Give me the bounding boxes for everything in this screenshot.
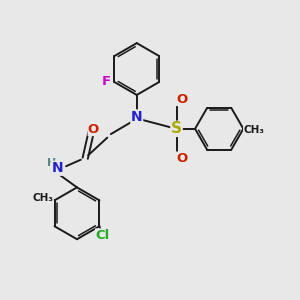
Text: N: N	[51, 161, 63, 175]
Text: Cl: Cl	[95, 229, 109, 242]
Text: CH₃: CH₃	[33, 193, 54, 203]
Text: O: O	[176, 152, 188, 165]
Text: O: O	[176, 93, 188, 106]
Text: O: O	[88, 123, 99, 136]
Text: F: F	[101, 76, 111, 88]
Text: N: N	[131, 110, 142, 124]
Text: H: H	[47, 158, 57, 168]
Text: S: S	[171, 121, 182, 136]
Text: CH₃: CH₃	[243, 125, 264, 135]
